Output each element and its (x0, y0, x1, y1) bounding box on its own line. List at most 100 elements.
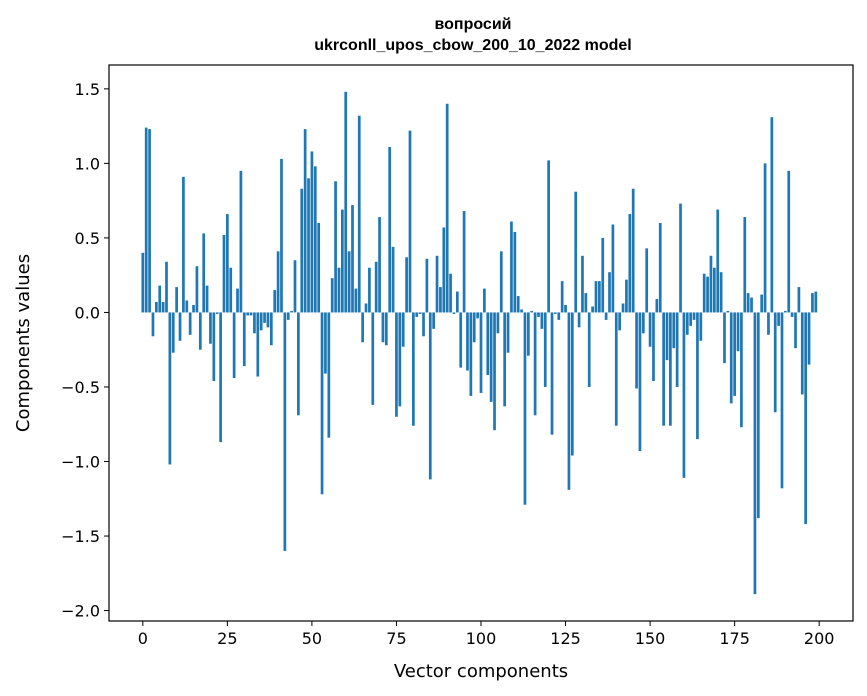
bar-43 (286, 312, 290, 320)
bar-140 (614, 312, 618, 426)
bar-71 (381, 312, 385, 343)
bar-11 (178, 312, 182, 341)
bar-65 (361, 312, 364, 343)
bar-13 (185, 300, 189, 313)
bar-0 (141, 252, 145, 313)
bar-150 (648, 312, 652, 347)
bar-147 (638, 312, 642, 452)
bar-124 (560, 281, 564, 313)
bar-34 (256, 312, 260, 377)
bar-46 (297, 312, 300, 416)
bar-136 (601, 237, 605, 313)
bar-179 (746, 293, 750, 313)
bar-199 (814, 291, 818, 313)
bar-193 (794, 312, 797, 349)
bar-37 (266, 312, 270, 328)
bar-28 (236, 288, 239, 313)
bar-197 (807, 312, 811, 365)
bar-87 (435, 255, 439, 313)
y-tick-label: −1.5 (61, 527, 100, 546)
bar-93 (455, 291, 459, 313)
bar-77 (401, 312, 405, 347)
bar-74 (391, 246, 395, 313)
bar-3 (151, 312, 155, 337)
bar-190 (784, 310, 787, 313)
bar-187 (773, 312, 777, 413)
bar-196 (804, 312, 808, 525)
y-tick-label: 1.0 (75, 154, 100, 173)
bar-44 (290, 310, 293, 313)
bar-2 (148, 129, 151, 313)
bar-151 (652, 312, 655, 382)
bar-135 (598, 281, 601, 313)
bar-114 (526, 312, 530, 356)
bar-171 (719, 272, 723, 313)
bar-168 (709, 255, 713, 313)
bar-88 (439, 287, 442, 313)
bar-102 (486, 312, 490, 376)
plot-frame (108, 64, 854, 622)
bar-26 (229, 267, 233, 313)
bar-145 (631, 188, 635, 313)
bar-189 (780, 312, 784, 489)
x-tick-label: 150 (635, 629, 666, 648)
y-tick-label: −1.0 (61, 453, 100, 472)
bar-107 (503, 312, 507, 407)
y-tick-label: −0.5 (61, 378, 100, 397)
bar-121 (550, 312, 554, 435)
bar-162 (689, 312, 693, 326)
bar-178 (743, 217, 747, 313)
bar-68 (371, 312, 375, 405)
bar-62 (351, 205, 354, 313)
bar-182 (756, 312, 760, 519)
bar-110 (513, 231, 517, 313)
bar-67 (368, 267, 371, 313)
bar-97 (469, 312, 473, 396)
bar-118 (540, 312, 544, 329)
x-tick-label: 50 (302, 629, 322, 648)
bar-146 (635, 312, 638, 389)
bar-41 (280, 158, 283, 313)
bar-165 (699, 312, 703, 341)
bar-73 (388, 146, 392, 313)
bar-35 (259, 312, 263, 331)
bar-127 (570, 312, 574, 456)
y-axis-ticks: −2.0 −1.5 −1.0 −0.5 0.0 0.5 1.0 1.5 (61, 80, 109, 621)
bar-137 (604, 312, 608, 320)
bar-57 (334, 181, 337, 313)
bar-66 (364, 303, 368, 313)
bar-94 (459, 312, 463, 368)
bar-109 (510, 221, 513, 313)
bar-159 (679, 203, 682, 313)
bar-54 (324, 312, 327, 374)
bar-36 (263, 312, 266, 323)
bar-101 (483, 288, 486, 313)
bar-158 (675, 312, 679, 387)
bar-148 (641, 312, 645, 334)
bar-130 (581, 255, 584, 313)
bar-108 (506, 312, 510, 353)
bar-79 (408, 130, 412, 313)
bar-22 (215, 312, 219, 314)
bar-98 (472, 312, 476, 343)
bar-144 (628, 214, 632, 313)
x-tick-label: 200 (804, 629, 835, 648)
y-tick-label: 0.5 (75, 229, 100, 248)
bar-85 (428, 312, 432, 480)
bar-175 (733, 312, 736, 396)
bar-58 (337, 267, 341, 313)
bar-12 (182, 176, 185, 313)
bar-19 (205, 285, 209, 313)
bar-29 (239, 170, 243, 313)
bar-173 (726, 310, 730, 313)
bar-183 (760, 294, 764, 313)
bar-153 (658, 223, 662, 313)
bar-23 (219, 312, 222, 443)
bar-154 (662, 312, 665, 426)
bar-16 (195, 266, 199, 313)
bar-104 (493, 312, 496, 431)
bar-164 (696, 312, 699, 440)
bar-115 (530, 310, 534, 313)
